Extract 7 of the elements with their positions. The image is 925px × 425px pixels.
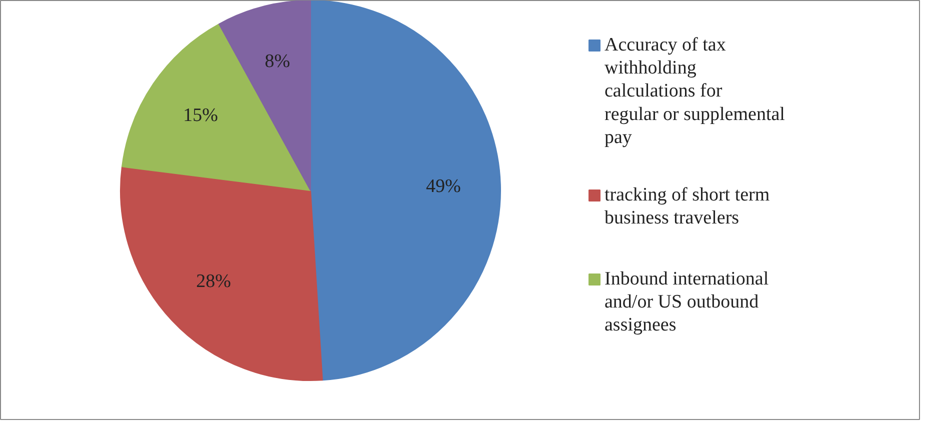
legend-label: Inbound international and/or US outbound assignees <box>604 268 769 336</box>
data-label: 8% <box>264 51 290 72</box>
data-label: 28% <box>196 271 232 292</box>
legend-label: Accuracy of tax withholding calculations for regular or supplemental pay <box>604 34 785 148</box>
data-label: 15% <box>183 105 218 126</box>
legend-label: tracking of short term business travelers <box>604 184 770 229</box>
data-label: 49% <box>426 176 462 197</box>
